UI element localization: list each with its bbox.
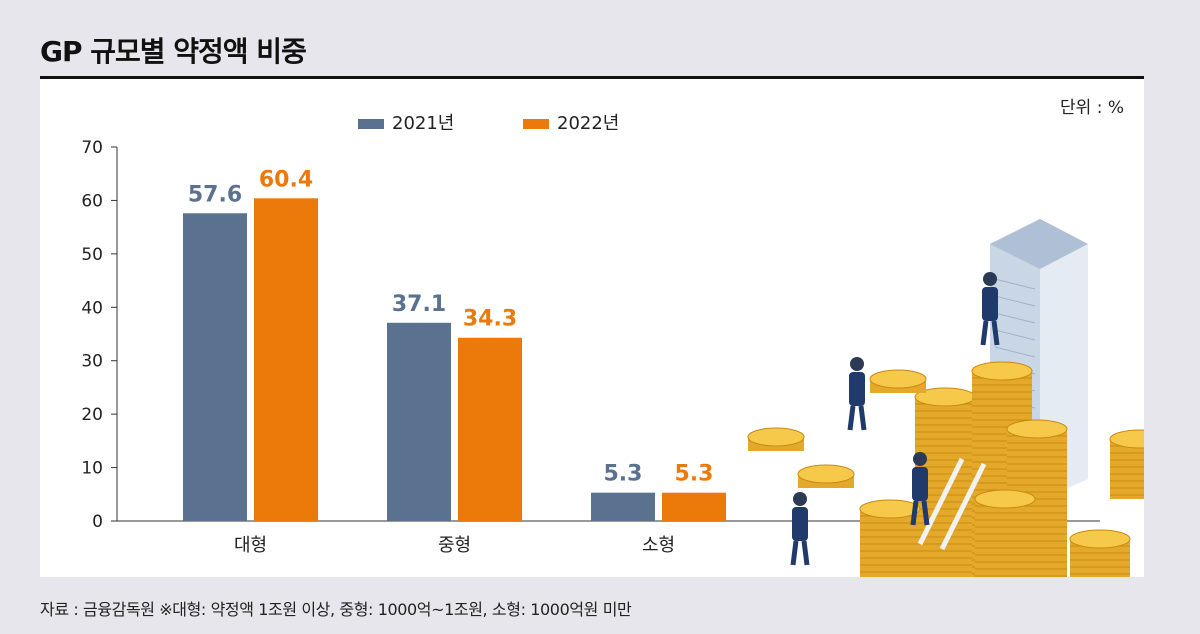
data-label: 57.6 — [188, 182, 242, 207]
y-tick-label: 60 — [81, 191, 103, 211]
building-window-line — [994, 329, 1036, 341]
coin-stack-icon-top — [1006, 419, 1068, 439]
legend-swatch-2021 — [358, 119, 384, 129]
building-window-line — [994, 278, 1036, 290]
y-tick-label: 50 — [81, 245, 103, 265]
businesswoman-icon-leg — [847, 405, 856, 431]
coin-stack-icon-top — [1069, 529, 1131, 549]
legend-label-2022: 2022년 — [557, 113, 620, 134]
legend-label-2021: 2021년 — [392, 113, 455, 134]
coin-stack-icon-top — [974, 489, 1036, 509]
x-category-label: 중형 — [438, 535, 471, 556]
legend-swatch-2022 — [523, 119, 549, 129]
coin-stack-icon — [975, 499, 1035, 577]
businessman-icon-head — [983, 272, 997, 286]
bar-chart: 0 10 20 30 40 50 60 70 57.6 60.4 대형 37.1 34.3 중형 5.3 5.… — [81, 138, 1144, 577]
title-divider — [40, 76, 1144, 79]
bar-2021 — [591, 492, 655, 521]
source-footnote: 자료 : 금융감독원 ※대형: 약정액 1조원 이상, 중형: 1000억~1조… — [40, 600, 632, 619]
building-roof-icon — [990, 219, 1088, 269]
businessman-icon — [982, 287, 998, 321]
climbing-person-icon-leg — [921, 500, 930, 526]
legend-item-2022: 2022년 — [523, 109, 619, 135]
bar-2022 — [662, 492, 726, 521]
y-tick-label: 10 — [81, 459, 103, 479]
ladder-icon — [917, 457, 965, 546]
y-tick-label: 0 — [92, 512, 103, 532]
x-category-label: 소형 — [642, 535, 675, 556]
coin-stack-icon-top — [1109, 429, 1144, 449]
ladder-rail-icon — [939, 462, 987, 551]
y-tick-label: 30 — [81, 352, 103, 372]
gold-coin-top — [747, 427, 805, 447]
businesswoman-icon — [792, 507, 808, 541]
businesswoman-icon-head — [850, 357, 864, 371]
climbing-person-icon-head — [913, 452, 927, 466]
y-tick-label: 70 — [81, 138, 103, 158]
building-window-line — [994, 312, 1036, 324]
unit-label: 단위 : % — [1060, 98, 1124, 118]
bar-2022 — [254, 198, 318, 521]
data-label: 5.3 — [604, 462, 643, 487]
businesswoman-icon-leg — [858, 405, 867, 431]
coin-stack-icon-top — [971, 361, 1033, 381]
businesswoman-icon-leg — [801, 540, 810, 566]
data-label: 37.1 — [392, 292, 446, 317]
y-tick-label: 40 — [81, 298, 103, 318]
business-coins-illustration — [747, 219, 1144, 577]
businesswoman-icon-leg — [790, 540, 799, 566]
bar-2021 — [183, 213, 247, 521]
businessman-icon-leg — [991, 320, 1000, 346]
businessman-icon-leg — [980, 320, 989, 346]
data-label: 5.3 — [675, 462, 714, 487]
data-label: 60.4 — [259, 167, 313, 192]
y-tick-label: 20 — [81, 405, 103, 425]
coin-stack-icon-top — [859, 499, 921, 519]
legend-item-2021: 2021년 — [358, 109, 454, 135]
businesswoman-icon — [849, 372, 865, 406]
businesswoman-icon-head — [793, 492, 807, 506]
building-window-line — [994, 295, 1036, 307]
building-window-line — [994, 346, 1036, 358]
climbing-person-icon-leg — [910, 500, 919, 526]
x-category-label: 대형 — [234, 535, 267, 556]
climbing-person-icon — [912, 467, 928, 501]
coin-stack-icon — [1110, 439, 1144, 499]
gold-coin-top — [869, 369, 927, 389]
chart-panel: 단위 : % 2021년 2022년 0 10 20 30 40 50 60 70 57.6 60… — [40, 79, 1144, 577]
coin-stack-icon — [860, 509, 920, 577]
bar-2022 — [458, 337, 522, 521]
data-label: 34.3 — [463, 307, 517, 332]
gold-coin-top — [797, 464, 855, 484]
chart-title: GP 규모별 약정액 비중 — [40, 35, 307, 68]
bar-2021 — [387, 322, 451, 521]
